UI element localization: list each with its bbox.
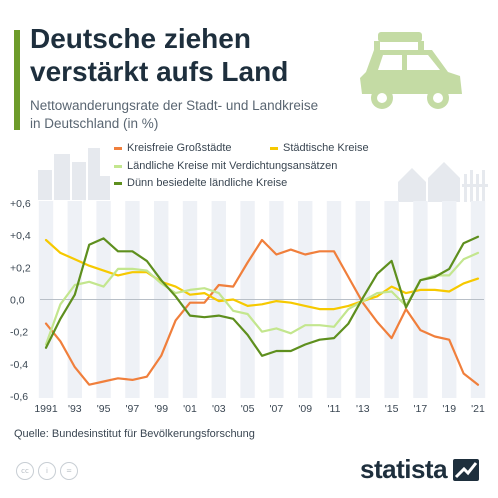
legend-label: Kreisfreie Großstädte (127, 142, 232, 154)
x-tick-label: '19 (442, 403, 456, 415)
legend-item-kreisfreie: Kreisfreie Großstädte (114, 142, 232, 154)
y-tick-label: -0,2 (10, 327, 28, 339)
y-tick-label: +0,6 (10, 198, 31, 210)
page-subtitle: Nettowanderungsrate der Stadt- und Landk… (30, 98, 319, 131)
legend-label: Ländliche Kreise mit Verdichtungsansätze… (127, 160, 338, 172)
legend-item-duenn: Dünn besiedelte ländliche Kreise (114, 177, 287, 189)
y-tick-label: -0,4 (10, 359, 28, 371)
y-tick-label: +0,2 (10, 262, 31, 274)
legend-item-laendliche: Ländliche Kreise mit Verdichtungsansätze… (114, 160, 337, 172)
x-tick-label: '11 (328, 403, 341, 415)
legend-swatch (270, 146, 278, 150)
series-line-3 (44, 235, 480, 357)
y-tick-label: -0,6 (10, 391, 28, 403)
x-tick-label: '21 (471, 403, 485, 415)
x-tick-label: '97 (126, 403, 140, 415)
y-tick-label: 0,0 (10, 295, 25, 307)
legend-item-staedtische: Städtische Kreise (270, 142, 369, 154)
source-note: Quelle: Bundesinstitut für Bevölkerungsf… (14, 428, 255, 440)
x-tick-label: '17 (414, 403, 428, 415)
page-title: Deutsche ziehen verstärkt aufs Land (30, 23, 289, 87)
by-license-icon[interactable]: i (38, 462, 56, 480)
legend-swatch (114, 181, 122, 185)
x-tick-label: '95 (97, 403, 111, 415)
x-tick-label: '13 (356, 403, 370, 415)
village-icon (398, 162, 488, 202)
legend-label: Dünn besiedelte ländliche Kreise (127, 177, 288, 189)
x-tick-label: '93 (68, 403, 82, 415)
x-tick-label: '01 (183, 403, 197, 415)
x-tick-label: '05 (241, 403, 255, 415)
legend-swatch (114, 164, 122, 168)
nd-license-icon[interactable]: = (60, 462, 78, 480)
y-tick-label: +0,4 (10, 230, 31, 242)
series-line-1 (44, 238, 480, 311)
series-line-0 (44, 238, 480, 386)
x-tick-label: '09 (298, 403, 312, 415)
x-tick-label: '03 (212, 403, 226, 415)
car-with-luggage-icon (360, 32, 462, 109)
city-skyline-icon (38, 148, 110, 200)
statista-logo-icon (453, 458, 480, 481)
legend-swatch (114, 146, 122, 150)
x-tick-label: '07 (270, 403, 284, 415)
license-icons: cc i = (16, 462, 78, 480)
x-tick-label: 1991 (34, 403, 58, 415)
accent-bar (14, 30, 20, 130)
x-tick-label: '99 (154, 403, 168, 415)
brand-name: statista (360, 454, 448, 484)
x-tick-label: '15 (385, 403, 399, 415)
cc-license-icon[interactable]: cc (16, 462, 34, 480)
statista-brand[interactable]: statista (360, 454, 480, 485)
legend-label: Städtische Kreise (283, 142, 369, 154)
line-chart: +0,6 +0,4 +0,2 0,0 -0,2 -0,4 -0,6 1991 '93 '95 '97… (10, 198, 486, 415)
